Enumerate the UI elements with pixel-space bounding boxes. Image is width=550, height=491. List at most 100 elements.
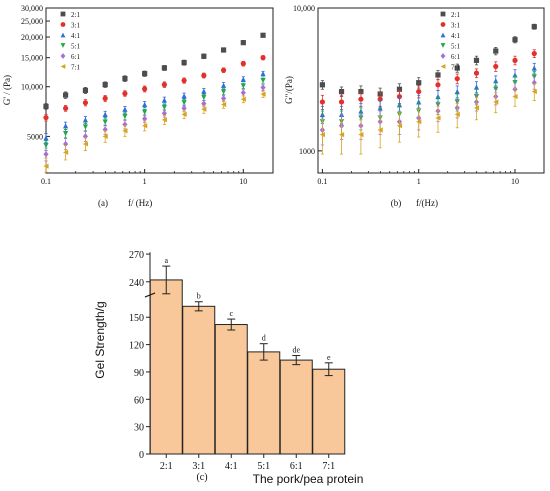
data-point bbox=[319, 82, 326, 88]
x-tick-label: 1 bbox=[143, 177, 147, 186]
legend-marker bbox=[60, 53, 66, 59]
data-point bbox=[161, 117, 167, 123]
panel-a-y-axis-title: G' / (Pa) bbox=[2, 75, 12, 105]
category-label: 7:1 bbox=[322, 461, 335, 472]
data-point bbox=[142, 86, 148, 92]
data-point bbox=[260, 71, 266, 77]
data-point bbox=[416, 119, 422, 125]
data-point bbox=[82, 87, 89, 94]
legend-label: 3:1 bbox=[451, 22, 460, 30]
data-point bbox=[416, 88, 422, 95]
data-point bbox=[82, 141, 89, 147]
data-point bbox=[142, 101, 148, 108]
legend-label: 2:1 bbox=[451, 11, 460, 19]
panel-c-bars: a b c d de e bbox=[149, 256, 346, 455]
series-2 bbox=[319, 49, 537, 110]
panel-b-x-axis-title: f/(Hz) bbox=[416, 198, 438, 208]
panel-a-ticks: 0.1 1 10 5000 10,000 15,000 20,000 25,000 30,000 bbox=[21, 4, 274, 186]
data-point bbox=[220, 101, 227, 108]
data-point bbox=[473, 57, 480, 63]
bar bbox=[279, 359, 313, 455]
y-tick-label: 5000 bbox=[27, 132, 43, 141]
data-point bbox=[43, 103, 49, 109]
significance-letter: e bbox=[327, 353, 331, 362]
significance-letter: d bbox=[262, 334, 266, 343]
legend-label: 2:1 bbox=[71, 11, 80, 19]
legend-label: 4:1 bbox=[71, 32, 80, 40]
bar bbox=[247, 351, 281, 455]
bar bbox=[312, 368, 346, 455]
legend-marker bbox=[440, 11, 446, 17]
x-tick-label: 0.1 bbox=[41, 177, 51, 186]
data-point bbox=[142, 123, 148, 129]
data-point bbox=[62, 105, 69, 111]
data-point bbox=[181, 93, 187, 99]
panel-a-marks bbox=[43, 32, 266, 173]
data-point bbox=[220, 82, 227, 88]
data-point bbox=[319, 99, 326, 105]
data-point bbox=[240, 96, 246, 102]
data-point bbox=[62, 149, 69, 155]
y-tick-label: 150 bbox=[129, 313, 144, 324]
panel-c-y-axis-title: Gel Strength/g bbox=[93, 301, 107, 378]
panel-a-panel-label: (a) bbox=[98, 198, 108, 208]
legend-marker bbox=[440, 43, 446, 48]
data-point bbox=[493, 78, 499, 84]
data-point bbox=[454, 65, 460, 71]
data-point bbox=[122, 106, 128, 112]
data-point bbox=[338, 99, 345, 105]
data-point bbox=[220, 89, 227, 95]
x-tick-label: 10 bbox=[239, 177, 247, 186]
data-point bbox=[43, 135, 49, 141]
data-point bbox=[260, 91, 266, 97]
data-point bbox=[43, 163, 49, 169]
panel-c-panel-label: (c) bbox=[196, 472, 207, 483]
x-tick-label: 0.1 bbox=[317, 177, 327, 186]
panel-b-panel-label: (b) bbox=[391, 198, 402, 208]
data-point bbox=[102, 95, 108, 101]
data-point bbox=[122, 76, 128, 82]
data-point bbox=[102, 111, 108, 117]
data-point bbox=[181, 60, 187, 66]
data-point bbox=[161, 104, 167, 110]
data-point bbox=[62, 123, 69, 129]
data-point bbox=[531, 65, 537, 71]
legend-label: 5:1 bbox=[451, 43, 460, 51]
legend-marker bbox=[60, 22, 66, 27]
data-point bbox=[201, 94, 207, 101]
series-6 bbox=[319, 83, 537, 155]
series-1 bbox=[43, 32, 266, 110]
series-5 bbox=[43, 84, 266, 162]
panel-b-marks bbox=[319, 23, 537, 155]
panel-a-x-axis-title: f/ (Hz) bbox=[128, 198, 152, 208]
x-tick-label: 10 bbox=[511, 177, 519, 186]
data-point bbox=[493, 99, 499, 105]
legend-label: 6:1 bbox=[71, 53, 80, 61]
y-tick-label: 270 bbox=[129, 250, 144, 261]
legend-marker bbox=[440, 64, 446, 69]
panel-b-plot-frame bbox=[317, 7, 545, 174]
legend-marker bbox=[60, 11, 66, 17]
y-tick-label: 10,000 bbox=[293, 4, 315, 13]
data-point bbox=[201, 72, 207, 79]
data-point bbox=[435, 72, 441, 78]
data-point bbox=[62, 130, 69, 137]
panel-b-legend: 2:1 3:1 4:1 5:1 6:1 7:1 bbox=[440, 11, 460, 72]
data-point bbox=[358, 88, 364, 95]
data-point bbox=[240, 40, 246, 46]
data-point bbox=[240, 61, 246, 67]
series-2 bbox=[43, 55, 266, 122]
legend-marker bbox=[60, 43, 66, 48]
data-point bbox=[260, 84, 266, 91]
data-point bbox=[454, 111, 460, 117]
panel-b-gdoubleprime-chart: G"/(Pa) f/(Hz) (b) 0.1 1 10 1000 10,000 2:1 3… bbox=[284, 4, 545, 208]
data-point bbox=[531, 79, 537, 86]
data-point bbox=[161, 97, 167, 103]
data-point bbox=[531, 88, 537, 95]
data-point bbox=[512, 93, 518, 100]
data-point bbox=[122, 90, 128, 97]
legend-label: 5:1 bbox=[71, 43, 80, 51]
data-point bbox=[493, 63, 499, 70]
bar bbox=[182, 305, 216, 455]
